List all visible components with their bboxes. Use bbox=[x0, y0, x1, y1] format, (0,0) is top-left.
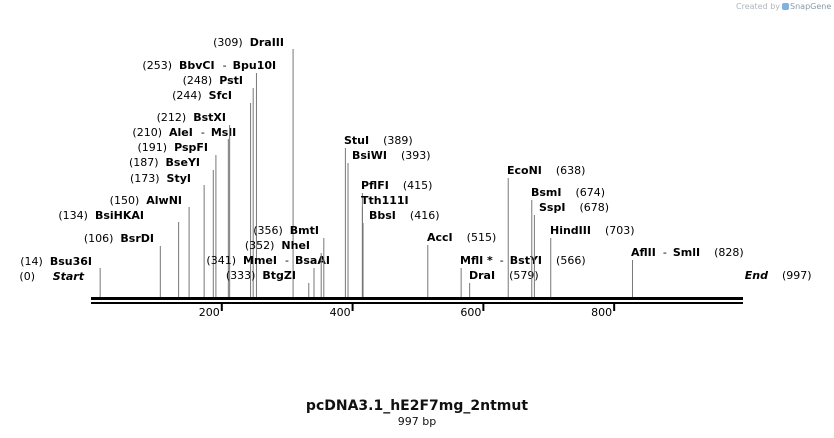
feature-econi-name: EcoNI bbox=[507, 164, 542, 177]
feature-styi-name: StyI bbox=[167, 172, 191, 185]
map-title: pcDNA3.1_hE2F7mg_2ntmut bbox=[305, 398, 529, 414]
feature-btgzi-position: (333) bbox=[226, 269, 256, 282]
feature-bstxi-position: (212) bbox=[157, 111, 187, 124]
feature-sfci-name: SfcI bbox=[209, 89, 232, 102]
feature-alei-suffix: MslI bbox=[211, 126, 236, 139]
feature-mfli-suffix: BstYI bbox=[510, 254, 542, 267]
feature-hindiii-position: (703) bbox=[605, 224, 635, 237]
feature-psti-position: (248) bbox=[183, 74, 213, 87]
feature-bsiwi-position: (393) bbox=[401, 149, 431, 162]
feature-alei-name: AleI bbox=[169, 126, 193, 139]
credit-prefix: Created by bbox=[736, 2, 781, 11]
feature-hindiii-name: HindIII bbox=[550, 224, 591, 237]
feature-stui-position: (389) bbox=[383, 134, 413, 147]
snapgene-credit: Created by SnapGene bbox=[736, 2, 831, 11]
feature-bsu36i-name: Bsu36I bbox=[50, 255, 92, 268]
feature-aflii-separator: - bbox=[663, 246, 667, 259]
feature-bsiwi-name: BsiWI bbox=[352, 149, 387, 162]
feature-alwni-name: AlwNI bbox=[146, 194, 182, 207]
feature-mmei-suffix: BsaAI bbox=[295, 254, 330, 267]
feature-bseyi-name: BseYI bbox=[166, 156, 200, 169]
feature-mmei-position: (341) bbox=[206, 254, 236, 267]
tick-label-600: 600 bbox=[460, 306, 481, 319]
feature-alei-position: (210) bbox=[132, 126, 162, 139]
backbone-bottom-strand bbox=[91, 302, 743, 304]
feature-bsmi-position: (674) bbox=[576, 186, 606, 199]
credit-brand: SnapGene bbox=[790, 2, 832, 11]
feature-draiii-name: DraIII bbox=[250, 36, 284, 49]
feature-bbvci-position: (253) bbox=[142, 59, 172, 72]
feature-bbsi-name: BbsI bbox=[369, 209, 396, 222]
feature-pspfi-position: (191) bbox=[138, 141, 168, 154]
tick-label-400: 400 bbox=[330, 306, 351, 319]
feature-draiii-position: (309) bbox=[213, 36, 243, 49]
feature-bsu36i-position: (14) bbox=[20, 255, 43, 268]
feature-styi-position: (173) bbox=[130, 172, 160, 185]
feature-mfli-name: MflI * bbox=[460, 254, 493, 267]
feature-end-name: End bbox=[745, 269, 768, 282]
feature-aflii-name: AflII bbox=[631, 246, 656, 259]
feature-stui-name: StuI bbox=[344, 134, 369, 147]
feature-btgzi-name: BtgZI bbox=[262, 269, 296, 282]
tick-label-200: 200 bbox=[199, 306, 220, 319]
feature-sspi-position: (678) bbox=[579, 201, 609, 214]
feature-mfli-separator: - bbox=[500, 254, 504, 267]
feature-nhei-position: (352) bbox=[245, 239, 275, 252]
tick-label-800: 800 bbox=[591, 306, 612, 319]
backbone-top-strand bbox=[91, 297, 743, 300]
feature-alei-separator: - bbox=[201, 126, 205, 139]
feature-bseyi-position: (187) bbox=[129, 156, 159, 169]
feature-bbvci-suffix: Bpu10I bbox=[233, 59, 277, 72]
feature-end-position: (997) bbox=[782, 269, 812, 282]
feature-mmei-separator: - bbox=[285, 254, 289, 267]
feature-aflii-suffix: SmlI bbox=[673, 246, 700, 259]
feature-psti-name: PstI bbox=[219, 74, 243, 87]
feature-acci-name: AccI bbox=[427, 231, 453, 244]
feature-mfli-position: (566) bbox=[556, 254, 586, 267]
feature-mmei-name: MmeI bbox=[243, 254, 277, 267]
feature-bmti-position: (356) bbox=[253, 224, 283, 237]
feature-acci-position: (515) bbox=[467, 231, 497, 244]
feature-pflfi-position: (415) bbox=[403, 179, 433, 192]
feature-bsrdi-position: (106) bbox=[84, 232, 114, 245]
feature-bsrdi-name: BsrDI bbox=[120, 232, 154, 245]
feature-bsihkai-position: (134) bbox=[58, 209, 88, 222]
feature-aflii-position: (828) bbox=[714, 246, 744, 259]
feature-pflfi-name: PflFI bbox=[361, 179, 389, 192]
feature-alwni-position: (150) bbox=[110, 194, 140, 207]
snapgene-logo-icon bbox=[782, 3, 790, 10]
feature-start-name: Start bbox=[53, 270, 85, 283]
feature-tth111i-name: Tth111I bbox=[361, 194, 409, 207]
feature-bsihkai-name: BsiHKAI bbox=[95, 209, 144, 222]
feature-bbvci-name: BbvCI bbox=[179, 59, 215, 72]
feature-bstxi-name: BstXI bbox=[193, 111, 226, 124]
feature-pspfi-name: PspFI bbox=[174, 141, 208, 154]
feature-bbsi-position: (416) bbox=[410, 209, 440, 222]
feature-bmti-name: BmtI bbox=[290, 224, 319, 237]
feature-drai-name: DraI bbox=[469, 269, 495, 282]
map-length: 997 bp bbox=[397, 415, 437, 428]
feature-sfci-position: (244) bbox=[172, 89, 202, 102]
feature-bbvci-separator: - bbox=[223, 59, 227, 72]
feature-econi-position: (638) bbox=[556, 164, 586, 177]
feature-start-position: (0) bbox=[19, 270, 35, 283]
feature-bsmi-name: BsmI bbox=[531, 186, 562, 199]
feature-nhei-name: NheI bbox=[281, 239, 310, 252]
feature-sspi-name: SspI bbox=[539, 201, 565, 214]
